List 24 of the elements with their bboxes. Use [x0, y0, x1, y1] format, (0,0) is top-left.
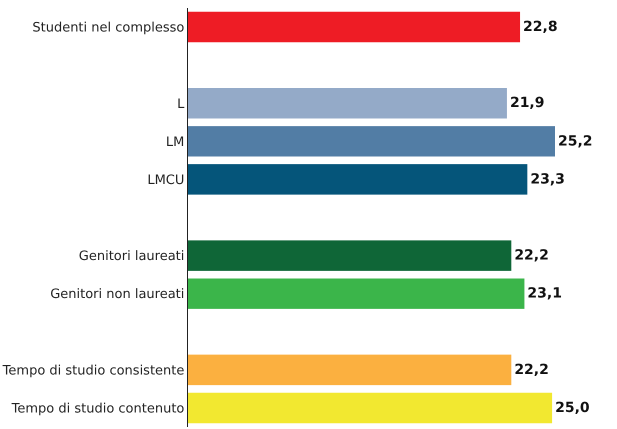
- bar: [188, 278, 524, 309]
- bar: [188, 12, 520, 42]
- data-label: 22,2: [514, 362, 549, 378]
- bar: [188, 88, 507, 118]
- y-tick-label: LMCU: [147, 172, 184, 188]
- data-label: 21,9: [510, 95, 544, 112]
- y-tick-label: Tempo di studio consistente: [2, 363, 184, 378]
- data-label: 22,2: [514, 248, 549, 264]
- bar: [188, 354, 512, 386]
- bar: [188, 240, 512, 271]
- bar: [188, 126, 555, 157]
- data-label: 25,2: [558, 133, 593, 150]
- y-tick-label: Tempo di studio contenuto: [10, 402, 184, 416]
- data-label: 23,3: [530, 171, 565, 188]
- data-label: 25,0: [555, 400, 590, 416]
- y-tick-label: Studenti nel complesso: [32, 20, 184, 36]
- y-tick-label: Genitori non laureati: [50, 287, 184, 302]
- bar: [188, 392, 552, 424]
- y-tick-label: L: [177, 96, 186, 112]
- y-tick-label: LM: [166, 134, 184, 150]
- bar: [188, 164, 528, 195]
- y-tick-label: Genitori laureati: [78, 249, 184, 264]
- data-label: 23,1: [527, 286, 562, 302]
- data-label: 22,8: [523, 19, 558, 36]
